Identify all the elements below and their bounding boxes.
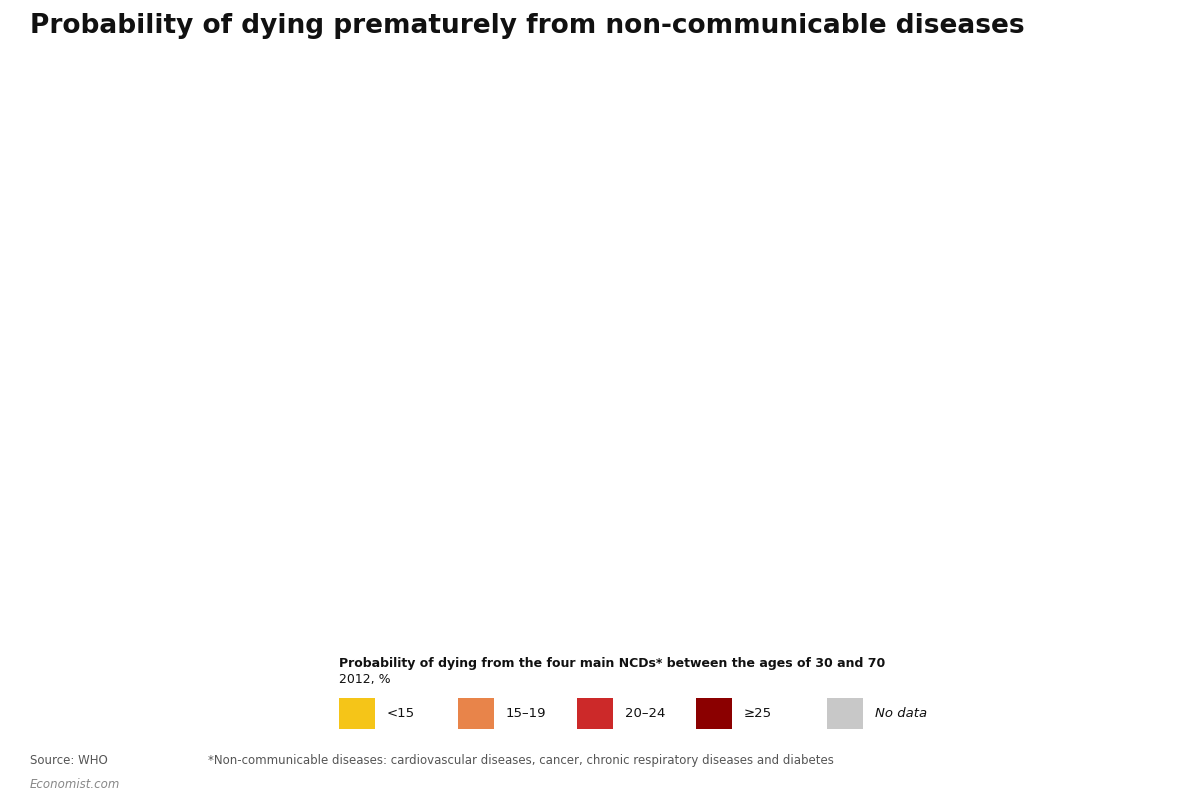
Text: 20–24: 20–24	[625, 707, 665, 720]
Text: Source: WHO: Source: WHO	[30, 754, 107, 767]
Text: [World Map - requires cartopy or geopandas]: [World Map - requires cartopy or geopand…	[376, 346, 814, 365]
Text: <15: <15	[387, 707, 415, 720]
Text: Probability of dying prematurely from non-communicable diseases: Probability of dying prematurely from no…	[30, 13, 1025, 39]
Text: 2012, %: 2012, %	[339, 673, 390, 686]
Text: *Non-communicable diseases: cardiovascular diseases, cancer, chronic respiratory: *Non-communicable diseases: cardiovascul…	[208, 754, 834, 767]
Text: Economist.com: Economist.com	[30, 778, 120, 791]
Text: No data: No data	[875, 707, 927, 720]
Text: ≥25: ≥25	[744, 707, 772, 720]
Text: Probability of dying from the four main NCDs* between the ages of 30 and 70: Probability of dying from the four main …	[339, 657, 885, 670]
Text: 15–19: 15–19	[506, 707, 546, 720]
